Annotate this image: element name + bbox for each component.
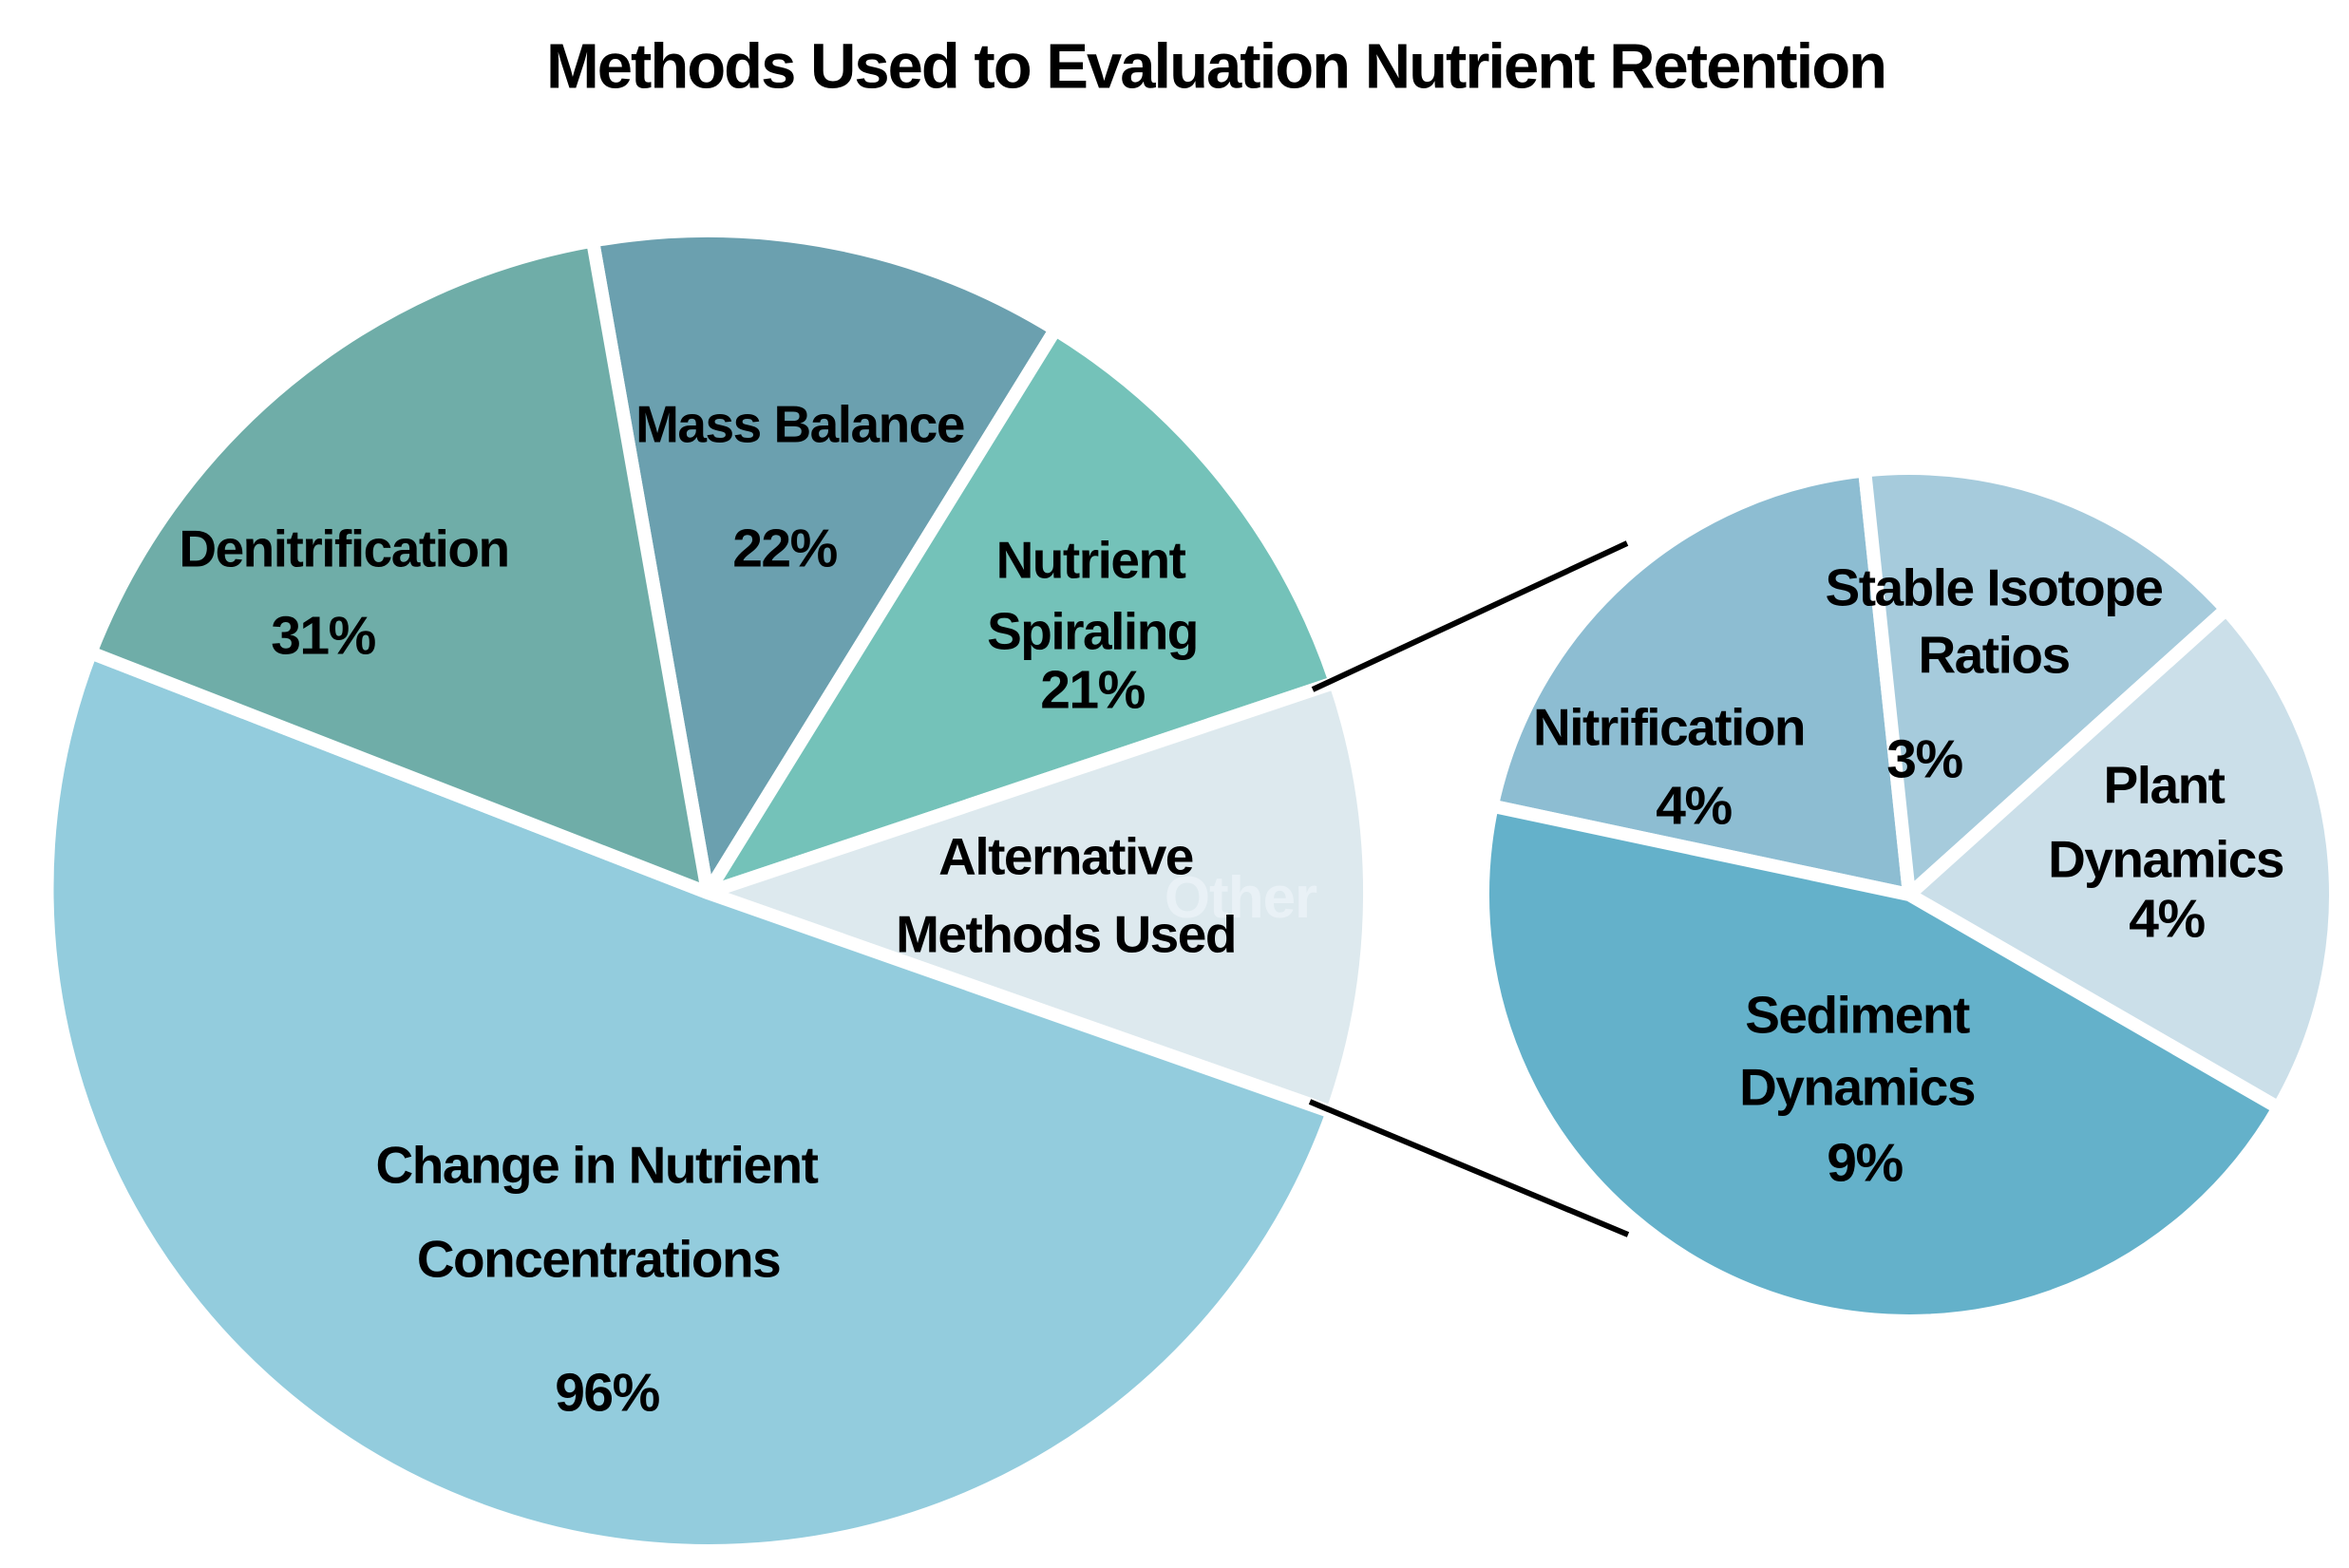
pie-slice-nutrient-spiraling	[701, 322, 1342, 899]
pie-slice-mass-balance	[586, 224, 1063, 899]
pie-slice-stable-isotope-ratios	[1858, 462, 2233, 901]
label-stable-isotope-line2: Ratios	[1918, 625, 2071, 685]
pct-nitrification: 4%	[1656, 775, 1733, 837]
pie-slice-sediment-dynamics	[1476, 799, 2285, 1328]
label-mass-balance: Mass Balance	[635, 394, 965, 454]
pie-slice-nitrification	[1485, 463, 1916, 901]
label-nutrient-spiraling-line2: Spiraling	[987, 601, 1199, 661]
label-change-line1: Change in Nutrient	[375, 1135, 819, 1195]
label-alternative-line2: Methods Used	[896, 904, 1237, 964]
pie-slice-alternative-methods-used	[701, 675, 1377, 1120]
pie-slice-change-in-nutrient-concentrations	[40, 646, 1339, 1558]
label-nutrient-spiraling-line1: Nutrient	[995, 530, 1186, 590]
label-plant-dynamics-line1: Plant	[2103, 755, 2226, 815]
pct-plant-dynamics: 4%	[2129, 888, 2206, 950]
label-change-line2: Concentrations	[416, 1229, 782, 1289]
pie-slice-denitrification	[84, 234, 714, 899]
label-denitrification: Denitrification	[179, 519, 510, 578]
ghost-other-label: Other	[1164, 865, 1317, 931]
chart-title: Methods Used to Evaluation Nutrient Rete…	[545, 30, 1887, 103]
pct-mass-balance: 22%	[732, 518, 838, 579]
pct-sediment-dynamics: 9%	[1827, 1132, 1904, 1194]
connector-line-bottom	[1308, 1099, 1630, 1237]
pie-slice-plant-dynamics	[1903, 602, 2342, 1115]
pct-denitrification: 31%	[271, 605, 376, 667]
label-alternative-line1: Alternative	[938, 826, 1194, 886]
pct-stable-isotope: 3%	[1886, 728, 1963, 790]
label-plant-dynamics-line2: Dynamics	[2048, 829, 2284, 889]
label-nitrification: Nitrification	[1532, 697, 1807, 757]
label-stable-isotope-line1: Stable Isotope	[1825, 557, 2164, 617]
label-sediment-dynamics-line1: Sediment	[1745, 985, 1970, 1045]
connector-line-top	[1311, 540, 1629, 692]
pct-change: 96%	[555, 1362, 660, 1424]
pct-nutrient-spiraling: 21%	[1040, 659, 1146, 721]
label-sediment-dynamics-line2: Dynamics	[1739, 1057, 1976, 1117]
